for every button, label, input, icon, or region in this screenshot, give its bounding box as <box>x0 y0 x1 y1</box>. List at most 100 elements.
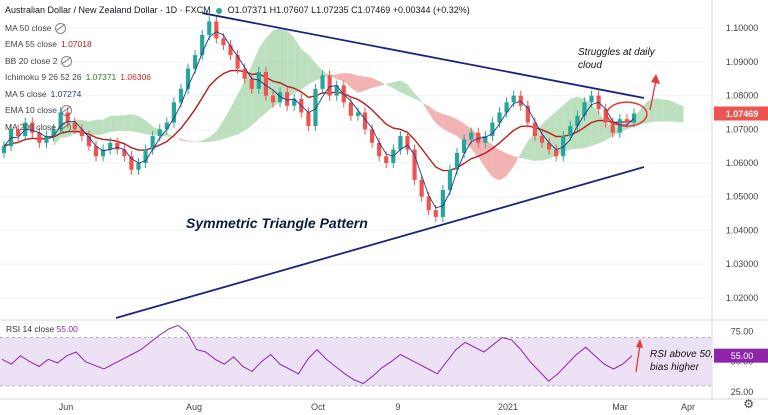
cloud-segment-bearish <box>506 153 514 176</box>
candle-body <box>447 169 453 190</box>
price-tick-label: 1.08000 <box>726 91 759 101</box>
candle-body <box>313 88 318 126</box>
candle-body <box>369 129 375 143</box>
cloud-segment-bearish <box>442 114 450 133</box>
candle-body <box>30 122 35 133</box>
cloud-segment-bullish <box>117 115 125 131</box>
legend-row[interactable]: BB 20 close 2 <box>5 53 151 70</box>
cloud-segment-bullish <box>230 94 238 137</box>
cloud-segment-bullish <box>386 82 394 89</box>
ohlc-values: O1.07371 H1.07607 L1.07235 C1.07469 +0.0… <box>227 5 470 15</box>
candle-body <box>101 149 106 157</box>
cloud-segment-bullish <box>216 120 224 141</box>
cloud-segment-bullish <box>209 131 217 143</box>
legend-row[interactable]: EMA 55 close 1.07018 <box>5 37 151 54</box>
price-tick-label: 1.02000 <box>726 293 759 303</box>
time-tick-label: Apr <box>681 402 695 412</box>
triangle-pattern-label: Symmetric Triangle Pattern <box>186 215 368 231</box>
candle-body <box>292 98 297 106</box>
lower-trendline <box>115 166 645 319</box>
candle-body <box>122 149 127 157</box>
cloud-segment-bearish <box>372 77 380 88</box>
price-tick-label: 1.09000 <box>726 57 759 67</box>
rsi-arrow-shaft <box>635 343 641 373</box>
cloud-segment-bearish <box>513 153 521 167</box>
cloud-segment-bearish <box>421 101 429 114</box>
time-tick-label: 9 <box>395 402 400 412</box>
cloud-segment-bullish <box>124 114 132 132</box>
candle-body <box>610 122 615 133</box>
legend-name: MA 5 close <box>5 88 47 99</box>
candle-body <box>582 102 587 116</box>
cloud-segment-bullish <box>414 93 422 103</box>
candle-body <box>136 163 141 170</box>
rsi-note-line-2: bias higher <box>650 362 700 373</box>
candle-body <box>157 129 162 137</box>
legend-row[interactable]: MA 50 close <box>5 20 151 37</box>
candle-body <box>575 115 580 126</box>
cloud-segment-bearish <box>173 136 181 141</box>
cloud-segment-bearish <box>428 106 436 124</box>
rsi-arrow-head <box>636 339 643 348</box>
candle-body <box>1 146 7 153</box>
hidden-eye-icon[interactable] <box>60 105 72 117</box>
cloud-segment-bullish <box>655 98 663 122</box>
cloud-segment-bearish <box>457 119 465 143</box>
hidden-eye-icon[interactable] <box>55 22 67 34</box>
price-tick-label: 1.04000 <box>726 225 759 235</box>
cloud-segment-bullish <box>202 137 210 143</box>
settings-gear-icon[interactable]: ⚙ <box>743 397 754 411</box>
candle-body <box>171 102 176 123</box>
cloud-segment-bullish <box>272 28 281 107</box>
candle-body <box>65 112 70 123</box>
candle-body <box>200 34 205 56</box>
candle-body <box>497 112 502 123</box>
cloud-segment-bearish <box>188 140 196 142</box>
candle-body <box>277 92 283 103</box>
legend-row[interactable]: MA 5 close 1.07274 <box>5 86 151 103</box>
legend-value-2: 1.06306 <box>120 72 152 83</box>
candle-body <box>440 189 445 217</box>
cloud-segment-bullish <box>393 80 401 93</box>
candle-body <box>362 112 368 130</box>
hidden-eye-icon[interactable] <box>61 55 73 67</box>
candle-body <box>384 156 389 163</box>
candle-body <box>539 136 545 143</box>
legend-row[interactable]: EMA 10 close <box>5 103 151 120</box>
cloud-segment-bullish <box>400 80 408 96</box>
daily-cloud-note-line-1: Struggles at daily <box>578 47 656 58</box>
ma-5-path <box>3 31 635 209</box>
cloud-segment-bearish <box>343 72 351 88</box>
candle-body <box>37 132 42 143</box>
breakout-arrow-shaft <box>649 79 657 111</box>
rsi-note-line-1: RSI above 50, <box>650 349 713 360</box>
candle-body <box>143 149 148 163</box>
candle-body <box>334 85 339 96</box>
time-tick-label: Aug <box>186 402 202 412</box>
triangle-trendlines <box>115 12 645 319</box>
candle-body <box>511 95 516 103</box>
rsi-value-label: 55.00 <box>731 351 754 361</box>
cloud-segment-bullish <box>138 115 146 135</box>
time-axis: Jun Aug Oct 9 2021 Mar Apr <box>0 398 768 412</box>
cloud-segment-bearish <box>357 75 366 93</box>
cloud-segment-bearish <box>492 144 500 181</box>
candle-body <box>433 210 438 217</box>
candle-body <box>228 45 233 56</box>
cloud-segment-bullish <box>96 119 104 136</box>
candle-body <box>185 68 191 89</box>
candle-body <box>561 136 566 157</box>
time-tick-label: Mar <box>612 402 628 412</box>
candle-body <box>44 136 49 143</box>
price-axis: 1.10000 1.09000 1.08000 1.07000 1.06000 1.050… <box>711 0 768 400</box>
cloud-segment-bearish <box>449 116 458 137</box>
legend-row[interactable]: MA 200 close <box>5 119 151 136</box>
legend-row[interactable]: Ichimoku 9 26 52 26 1.07371 1.06306 <box>5 70 151 87</box>
candle-body <box>589 95 594 103</box>
cloud-segment-bullish <box>145 120 153 136</box>
candle-body <box>412 149 417 180</box>
hidden-eye-icon[interactable] <box>60 121 72 133</box>
